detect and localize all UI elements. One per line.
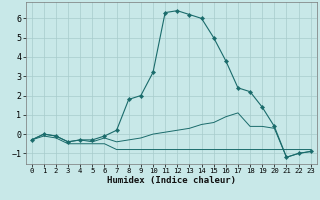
X-axis label: Humidex (Indice chaleur): Humidex (Indice chaleur)	[107, 176, 236, 185]
